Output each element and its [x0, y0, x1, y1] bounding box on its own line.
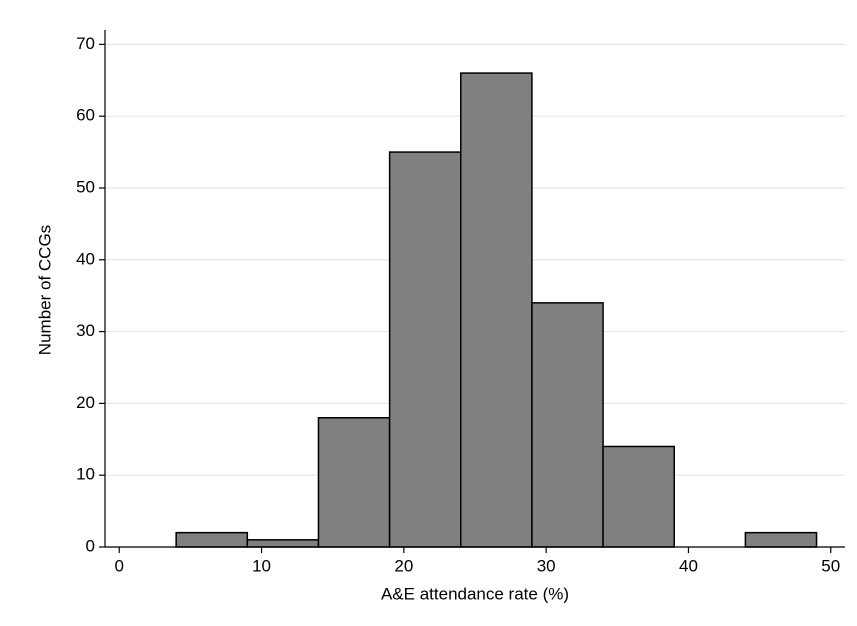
y-tick-label: 50	[76, 177, 95, 196]
y-tick-label: 60	[76, 106, 95, 125]
x-tick-label: 40	[679, 556, 698, 575]
x-tick-label: 50	[821, 556, 840, 575]
bar	[602, 445, 675, 548]
y-tick-label: 70	[76, 34, 95, 53]
bar	[744, 531, 818, 548]
y-tick-label: 0	[86, 536, 95, 555]
bar	[388, 151, 462, 548]
y-tick-label: 30	[76, 321, 95, 340]
x-tick-label: 20	[394, 556, 413, 575]
bar	[246, 539, 320, 548]
y-tick-label: 40	[76, 249, 95, 268]
bar	[175, 531, 249, 548]
bar	[531, 302, 604, 548]
x-tick-label: 0	[114, 556, 123, 575]
bar	[317, 417, 391, 548]
x-tick-label: 10	[252, 556, 271, 575]
y-axis-label: Number of CCGs	[35, 225, 54, 355]
x-axis-label: A&E attendance rate (%)	[381, 584, 569, 603]
y-tick-label: 20	[76, 393, 95, 412]
y-tick-label: 10	[76, 465, 95, 484]
bar	[460, 72, 533, 548]
x-tick-label: 30	[537, 556, 556, 575]
